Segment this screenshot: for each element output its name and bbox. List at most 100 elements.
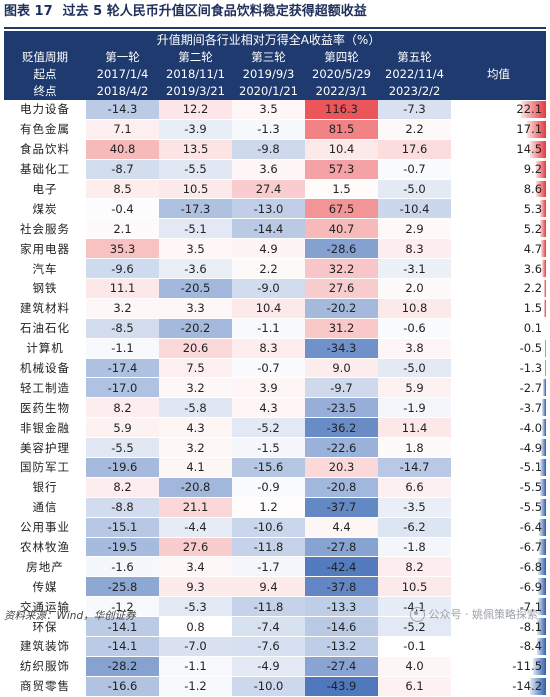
return-cell: 81.5 bbox=[305, 119, 378, 139]
return-cell: -1.1 bbox=[159, 656, 232, 676]
avg-value: 17.1 bbox=[516, 122, 546, 136]
avg-value: 3.6 bbox=[524, 262, 546, 276]
return-cell: 32.2 bbox=[305, 259, 378, 279]
avg-cell: 3.6 bbox=[451, 259, 546, 279]
industry-name: 轻工制造 bbox=[4, 378, 86, 398]
return-cell: -36.2 bbox=[305, 418, 378, 438]
return-cell: -20.8 bbox=[159, 477, 232, 497]
return-cell: -3.6 bbox=[159, 259, 232, 279]
avg-cell: -3.7 bbox=[451, 398, 546, 418]
avg-value: -5.5 bbox=[520, 480, 546, 494]
period-start: 2018/11/1 bbox=[159, 66, 232, 83]
period-start: 2017/1/4 bbox=[86, 66, 159, 83]
return-cell: -14.1 bbox=[86, 637, 159, 657]
industry-name: 商贸零售 bbox=[4, 676, 86, 696]
return-cell: -9.7 bbox=[305, 378, 378, 398]
avg-cell: -4.0 bbox=[451, 418, 546, 438]
return-cell: -17.4 bbox=[86, 358, 159, 378]
return-cell: -10.6 bbox=[232, 517, 305, 537]
return-cell: 11.4 bbox=[378, 418, 451, 438]
wechat-icon bbox=[410, 607, 425, 622]
return-cell: 20.6 bbox=[159, 338, 232, 358]
avg-value: 2.2 bbox=[524, 281, 546, 295]
return-cell: 27.4 bbox=[232, 179, 305, 199]
return-cell: 11.1 bbox=[86, 279, 159, 299]
return-cell: -1.3 bbox=[232, 119, 305, 139]
return-cell: 9.3 bbox=[159, 577, 232, 597]
industry-name: 公用事业 bbox=[4, 517, 86, 537]
return-cell: 1.2 bbox=[232, 497, 305, 517]
table-header: 升值期间各行业相对万得全A收益率（%） 贬值周期 第一轮 第二轮 第三轮 第四轮… bbox=[4, 31, 546, 100]
return-cell: 6.6 bbox=[378, 477, 451, 497]
industry-name: 医药生物 bbox=[4, 398, 86, 418]
return-cell: 2.1 bbox=[86, 219, 159, 239]
avg-cell: 17.1 bbox=[451, 119, 546, 139]
return-cell: 3.4 bbox=[159, 557, 232, 577]
period-name: 第一轮 bbox=[86, 49, 159, 66]
industry-name: 机械设备 bbox=[4, 358, 86, 378]
return-cell: -7.4 bbox=[232, 617, 305, 637]
industry-name: 食品饮料 bbox=[4, 139, 86, 159]
return-cell: -7.0 bbox=[159, 637, 232, 657]
avg-cell: -6.8 bbox=[451, 557, 546, 577]
avg-value: 9.2 bbox=[524, 162, 546, 176]
return-cell: 8.3 bbox=[232, 338, 305, 358]
industry-name: 建筑装饰 bbox=[4, 637, 86, 657]
return-cell: 13.5 bbox=[159, 139, 232, 159]
return-cell: -1.9 bbox=[378, 398, 451, 418]
return-cell: 7.5 bbox=[159, 358, 232, 378]
avg-value: 22.1 bbox=[516, 102, 546, 116]
avg-value: 0.1 bbox=[524, 321, 546, 335]
return-cell: -5.2 bbox=[232, 418, 305, 438]
return-cell: 3.6 bbox=[232, 159, 305, 179]
avg-cell: 5.3 bbox=[451, 199, 546, 219]
industry-name: 美容护理 bbox=[4, 438, 86, 458]
avg-cell: -2.7 bbox=[451, 378, 546, 398]
avg-value: 4.7 bbox=[524, 242, 546, 256]
return-cell: -20.2 bbox=[305, 298, 378, 318]
return-cell: -34.3 bbox=[305, 338, 378, 358]
return-cell: -13.2 bbox=[305, 637, 378, 657]
return-cell: 12.2 bbox=[159, 100, 232, 119]
industry-name: 传媒 bbox=[4, 577, 86, 597]
return-cell: -8.7 bbox=[86, 159, 159, 179]
avg-value: -6.9 bbox=[520, 580, 546, 594]
industry-name: 汽车 bbox=[4, 259, 86, 279]
return-cell: -1.8 bbox=[378, 537, 451, 557]
return-cell: -0.7 bbox=[378, 159, 451, 179]
return-cell: 3.2 bbox=[159, 438, 232, 458]
avg-cell: 5.2 bbox=[451, 219, 546, 239]
returns-table-container: 升值期间各行业相对万得全A收益率（%） 贬值周期 第一轮 第二轮 第三轮 第四轮… bbox=[4, 31, 546, 697]
return-cell: -5.0 bbox=[378, 179, 451, 199]
industry-name: 基础化工 bbox=[4, 159, 86, 179]
return-cell: 116.3 bbox=[305, 100, 378, 119]
return-cell: -19.6 bbox=[86, 458, 159, 478]
avg-header: 均值 bbox=[451, 49, 546, 100]
return-cell: 9.0 bbox=[305, 358, 378, 378]
avg-cell: -14.2 bbox=[451, 676, 546, 696]
return-cell: 4.9 bbox=[232, 239, 305, 259]
avg-value: -7.1 bbox=[520, 600, 546, 614]
return-cell: -6.2 bbox=[378, 517, 451, 537]
return-cell: -25.8 bbox=[86, 577, 159, 597]
return-cell: -3.1 bbox=[378, 259, 451, 279]
industry-name: 电子 bbox=[4, 179, 86, 199]
return-cell: 3.2 bbox=[86, 298, 159, 318]
return-cell: -13.3 bbox=[305, 597, 378, 617]
return-cell: -9.0 bbox=[232, 279, 305, 299]
return-cell: -14.3 bbox=[86, 100, 159, 119]
avg-value: -5.5 bbox=[520, 500, 546, 514]
return-cell: -0.6 bbox=[378, 318, 451, 338]
